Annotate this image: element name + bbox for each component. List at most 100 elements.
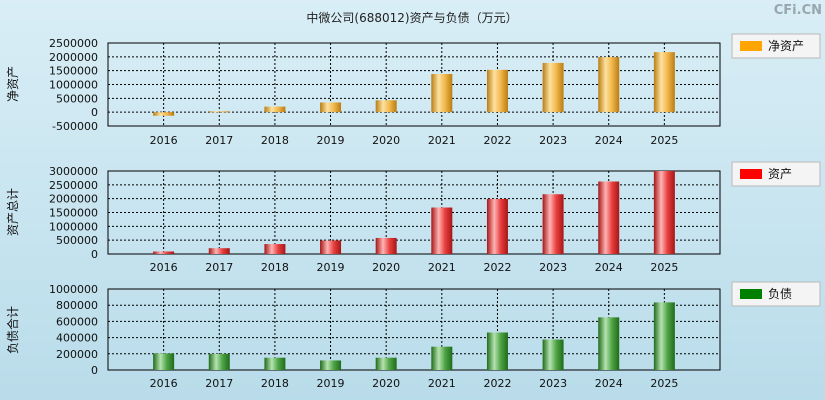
x-tick-label: 2017: [205, 377, 233, 390]
x-tick-label: 2016: [150, 377, 178, 390]
bar-liabilities-2017: [208, 353, 230, 370]
y-tick-label: 600000: [56, 315, 98, 328]
y-tick-label: 500000: [56, 92, 98, 105]
bar-assets-2025: [653, 171, 675, 254]
bar-assets-2022: [486, 198, 508, 254]
y-tick-label: 0: [91, 248, 98, 261]
bar-equity-2025: [653, 52, 675, 113]
y-tick-label: 500000: [56, 234, 98, 247]
x-tick-label: 2024: [595, 261, 623, 274]
x-tick-label: 2021: [428, 261, 456, 274]
bar-liabilities-2016: [153, 353, 175, 370]
y-tick-label: 400000: [56, 332, 98, 345]
legend-label: 负债: [768, 287, 792, 301]
bar-assets-2019: [320, 240, 342, 254]
x-tick-label: 2018: [261, 261, 289, 274]
y-tick-label: 1000000: [49, 220, 98, 233]
x-tick-label: 2020: [372, 134, 400, 147]
legend-assets: 资产: [731, 161, 821, 187]
legend-swatch: [740, 41, 762, 51]
x-tick-label: 2023: [539, 377, 567, 390]
bar-assets-2017: [208, 248, 230, 254]
y-tick-label: 2500000: [49, 37, 98, 50]
legend-liabilities: 负债: [731, 281, 821, 307]
x-tick-label: 2020: [372, 261, 400, 274]
y-tick-label: 1000000: [49, 79, 98, 92]
x-tick-label: 2017: [205, 261, 233, 274]
legend-swatch: [740, 289, 762, 299]
x-tick-label: 2019: [317, 377, 345, 390]
legend-label: 净资产: [768, 39, 804, 53]
x-tick-label: 2016: [150, 261, 178, 274]
y-tick-label: 0: [91, 364, 98, 377]
bar-liabilities-2019: [320, 360, 342, 370]
bar-liabilities-2021: [431, 346, 453, 370]
y-tick-label: 2000000: [49, 193, 98, 206]
x-tick-label: 2024: [595, 377, 623, 390]
bar-equity-2019: [320, 102, 342, 113]
y-axis-label: 负债合计: [5, 306, 20, 354]
bar-equity-2018: [264, 106, 286, 113]
y-tick-label: 0: [91, 106, 98, 119]
y-tick-label: -500000: [52, 120, 98, 133]
bar-assets-2021: [431, 207, 453, 254]
bar-assets-2016: [153, 251, 175, 254]
x-tick-label: 2016: [150, 134, 178, 147]
x-tick-label: 2024: [595, 134, 623, 147]
plot-frame: [107, 288, 721, 371]
x-tick-label: 2019: [317, 261, 345, 274]
bar-equity-2020: [375, 100, 397, 113]
x-tick-label: 2023: [539, 261, 567, 274]
x-tick-label: 2020: [372, 377, 400, 390]
bar-assets-2018: [264, 244, 286, 254]
watermark: CFi.CN: [774, 3, 822, 18]
legend-equity: 净资产: [731, 33, 821, 59]
y-axis-label: 净资产: [6, 66, 20, 102]
y-tick-label: 1500000: [49, 207, 98, 220]
bar-liabilities-2025: [653, 302, 675, 370]
bar-liabilities-2018: [264, 357, 286, 370]
bar-liabilities-2022: [486, 332, 508, 370]
bar-equity-2016: [153, 112, 175, 116]
bar-equity-2023: [542, 62, 564, 113]
chart-title: 中微公司(688012)资产与负债（万元）: [306, 10, 517, 25]
legend-label: 资产: [768, 167, 792, 181]
x-tick-label: 2021: [428, 134, 456, 147]
bar-assets-2023: [542, 194, 564, 254]
bar-equity-2022: [486, 69, 508, 113]
y-tick-label: 3000000: [49, 165, 98, 178]
bar-assets-2020: [375, 237, 397, 254]
legend-swatch: [740, 169, 762, 179]
y-tick-label: 2500000: [49, 179, 98, 192]
bar-equity-2021: [431, 73, 453, 113]
chart-panels: -500000050000010000001500000200000025000…: [5, 33, 821, 390]
x-tick-label: 2019: [317, 134, 345, 147]
y-tick-label: 2000000: [49, 51, 98, 64]
x-tick-label: 2021: [428, 377, 456, 390]
panel-assets: 0500000100000015000002000000250000030000…: [6, 161, 821, 274]
bar-equity-2017: [208, 111, 230, 113]
bar-equity-2024: [598, 57, 620, 113]
bar-liabilities-2023: [542, 339, 564, 370]
bar-liabilities-2020: [375, 357, 397, 370]
bar-liabilities-2024: [598, 317, 620, 370]
x-tick-label: 2025: [650, 377, 678, 390]
x-tick-label: 2025: [650, 134, 678, 147]
bar-assets-2024: [598, 181, 620, 254]
y-tick-label: 200000: [56, 348, 98, 361]
y-tick-label: 1500000: [49, 65, 98, 78]
y-axis-label: 资产总计: [6, 188, 20, 236]
x-tick-label: 2018: [261, 134, 289, 147]
x-tick-label: 2025: [650, 261, 678, 274]
panel-liabilities: 0 200000 400000 600000 800000 1000000 2016 2017…: [5, 281, 821, 390]
panel-equity: -500000050000010000001500000200000025000…: [6, 33, 821, 147]
y-tick-label: 800000: [56, 299, 98, 312]
x-tick-label: 2022: [483, 261, 511, 274]
x-tick-label: 2017: [205, 134, 233, 147]
x-tick-label: 2022: [483, 377, 511, 390]
x-tick-label: 2022: [483, 134, 511, 147]
x-tick-label: 2018: [261, 377, 289, 390]
x-tick-label: 2023: [539, 134, 567, 147]
y-tick-label: 1000000: [49, 283, 98, 296]
